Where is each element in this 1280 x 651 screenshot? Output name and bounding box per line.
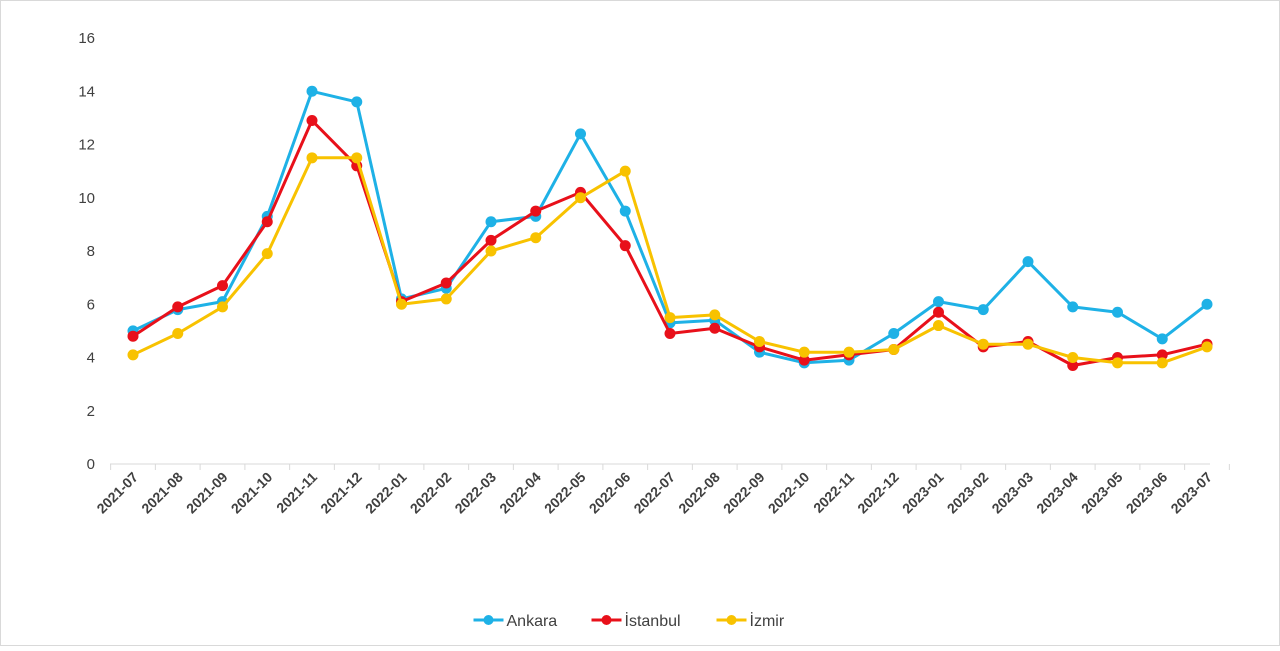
data-point <box>127 349 139 361</box>
data-point <box>575 192 586 204</box>
data-point <box>172 328 184 340</box>
data-point <box>664 312 676 324</box>
series-layer <box>127 85 1213 371</box>
data-point <box>1156 333 1168 345</box>
data-point <box>888 328 900 340</box>
data-point <box>619 165 631 177</box>
data-point <box>1112 357 1123 369</box>
data-point <box>933 320 944 332</box>
legend-swatch-marker <box>483 615 494 625</box>
legend-entry: Ankara <box>473 613 558 630</box>
data-point <box>888 344 900 356</box>
data-point <box>798 354 810 366</box>
legend-entry: İstanbul <box>591 611 681 630</box>
data-point <box>1156 349 1168 361</box>
y-tick-label: 0 <box>87 456 95 473</box>
data-point <box>933 296 944 308</box>
data-point <box>619 205 631 217</box>
y-tick-label: 12 <box>78 137 95 154</box>
data-point <box>172 301 184 313</box>
y-tick-label: 4 <box>87 350 95 367</box>
data-point <box>977 304 989 316</box>
data-point <box>1067 352 1079 363</box>
data-point <box>1022 338 1034 350</box>
data-point <box>306 152 318 164</box>
data-point <box>261 216 273 228</box>
data-point <box>709 322 721 334</box>
series-2 <box>127 152 1213 369</box>
data-point <box>440 277 452 289</box>
data-point <box>306 85 318 97</box>
data-point <box>530 205 542 217</box>
y-tick-label: 2 <box>87 403 95 420</box>
y-tick-label: 10 <box>78 190 95 207</box>
y-tick-label: 14 <box>78 83 95 100</box>
data-point <box>440 293 452 305</box>
y-tick-label: 16 <box>78 30 95 47</box>
legend-label: Ankara <box>507 613 558 630</box>
data-point <box>261 248 273 260</box>
data-point <box>1067 359 1079 371</box>
data-point <box>530 232 542 244</box>
y-tick-label: 8 <box>87 243 95 260</box>
data-point <box>977 338 989 350</box>
legend: Ankara İstanbul İzmir <box>473 611 785 630</box>
legend-swatch-marker <box>601 615 612 625</box>
data-point <box>351 152 363 164</box>
data-point <box>217 301 228 313</box>
data-point <box>754 336 765 348</box>
legend-label: İzmir <box>750 611 785 630</box>
data-point <box>485 216 497 228</box>
data-point <box>485 234 497 246</box>
data-point <box>664 328 676 340</box>
y-tick-label: 6 <box>87 296 95 313</box>
data-point <box>306 115 318 127</box>
data-point <box>485 245 497 257</box>
data-point <box>798 346 810 358</box>
data-point <box>1201 298 1213 310</box>
legend-entry: İzmir <box>716 611 785 630</box>
data-point <box>1201 341 1213 353</box>
data-point <box>1067 301 1079 313</box>
data-point <box>619 240 631 252</box>
data-point <box>127 330 139 342</box>
data-point <box>217 280 228 292</box>
data-point <box>396 298 407 310</box>
data-point <box>843 346 855 358</box>
legend-label: İstanbul <box>625 611 681 630</box>
data-point <box>575 128 586 140</box>
data-point <box>1156 357 1168 369</box>
data-point <box>1022 256 1034 268</box>
legend-swatch-marker <box>726 615 737 625</box>
data-point <box>933 306 944 318</box>
data-point <box>709 309 721 321</box>
data-point <box>1112 306 1123 318</box>
data-point <box>351 96 363 108</box>
